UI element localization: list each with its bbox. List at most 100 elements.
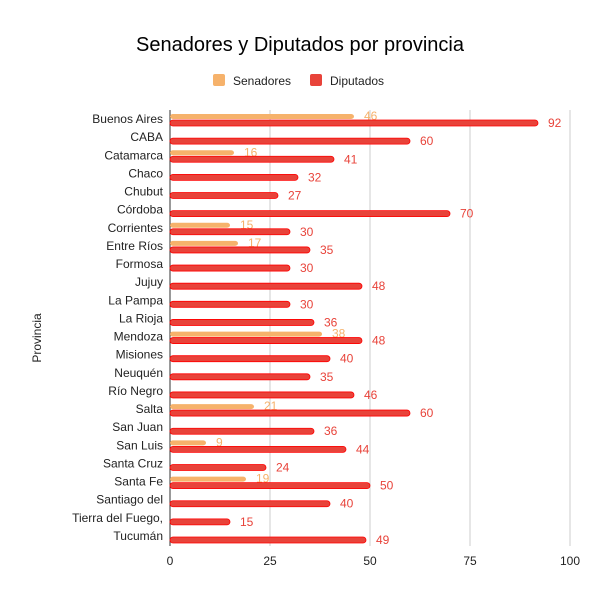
x-tick-label: 100 bbox=[560, 554, 580, 568]
bar-senadores bbox=[170, 476, 246, 482]
data-label-senadores: 9 bbox=[216, 435, 223, 449]
category-label: Tucumán bbox=[113, 529, 163, 543]
category-label: La Pampa bbox=[108, 293, 163, 307]
data-label-diputados: 60 bbox=[420, 134, 434, 148]
bar-senadores bbox=[170, 331, 322, 337]
data-label-diputados: 70 bbox=[460, 207, 474, 221]
data-label-diputados: 30 bbox=[300, 225, 314, 239]
bar-diputados bbox=[169, 210, 451, 218]
x-tick-label: 0 bbox=[167, 554, 174, 568]
bar-diputados bbox=[169, 246, 311, 254]
data-label-senadores: 15 bbox=[240, 218, 254, 232]
category-label: Córdoba bbox=[117, 203, 163, 217]
bar-diputados bbox=[169, 228, 291, 236]
data-label-diputados: 36 bbox=[324, 315, 338, 329]
category-label: Formosa bbox=[116, 257, 164, 271]
category-label: Salta bbox=[136, 402, 164, 416]
data-label-diputados: 30 bbox=[300, 261, 314, 275]
bar-senadores bbox=[170, 240, 238, 246]
x-tick-label: 50 bbox=[363, 554, 377, 568]
data-label-senadores: 19 bbox=[256, 472, 270, 486]
category-label: CABA bbox=[130, 130, 163, 144]
data-label-diputados: 15 bbox=[240, 515, 254, 529]
bar-senadores bbox=[170, 114, 354, 119]
data-label-diputados: 40 bbox=[340, 497, 354, 511]
bar-diputados bbox=[169, 482, 371, 490]
data-label-diputados: 35 bbox=[320, 243, 334, 257]
legend-swatch-senadores bbox=[213, 74, 225, 86]
category-label: Santiago del bbox=[96, 493, 163, 507]
category-label: Catamarca bbox=[104, 148, 163, 162]
category-label: Chubut bbox=[124, 185, 163, 199]
bar-senadores bbox=[170, 440, 206, 446]
bar-diputados bbox=[169, 192, 279, 199]
bar-diputados bbox=[169, 155, 335, 163]
data-label-diputados: 50 bbox=[380, 479, 394, 493]
data-label-diputados: 35 bbox=[320, 370, 334, 384]
bar-diputados bbox=[169, 337, 363, 344]
data-label-senadores: 21 bbox=[264, 399, 278, 413]
category-label: Neuquén bbox=[114, 366, 163, 380]
bar-diputados bbox=[169, 282, 363, 290]
data-label-diputados: 30 bbox=[300, 297, 314, 311]
data-label-diputados: 40 bbox=[340, 352, 354, 366]
bar-senadores bbox=[170, 222, 230, 228]
category-label: San Luis bbox=[116, 438, 163, 452]
bar-diputados bbox=[169, 137, 411, 145]
x-tick-label: 25 bbox=[263, 554, 277, 568]
category-label: Jujuy bbox=[135, 275, 163, 289]
bar-diputados bbox=[169, 355, 331, 363]
data-label-diputados: 41 bbox=[344, 152, 358, 166]
legend: Senadores Diputados bbox=[213, 74, 384, 88]
legend-swatch-diputados bbox=[310, 74, 322, 86]
bar-diputados bbox=[169, 264, 291, 272]
data-label-senadores: 16 bbox=[244, 145, 258, 159]
category-label: Corrientes bbox=[108, 221, 163, 235]
category-label: La Rioja bbox=[119, 311, 163, 325]
category-label: Santa Fe bbox=[114, 475, 163, 489]
category-label: Río Negro bbox=[108, 384, 163, 398]
bar-diputados bbox=[169, 464, 267, 471]
legend-label: Senadores bbox=[233, 74, 291, 88]
bar-diputados bbox=[169, 445, 347, 453]
data-label-diputados: 27 bbox=[288, 189, 302, 203]
x-tick-labels: 0 25 50 75 100 bbox=[167, 554, 581, 568]
category-label: San Juan bbox=[112, 420, 163, 434]
gridlines bbox=[169, 110, 571, 546]
y-axis-label: Provincia bbox=[30, 313, 44, 363]
data-label-diputados: 92 bbox=[548, 116, 562, 130]
data-label-diputados: 24 bbox=[276, 460, 290, 474]
data-label-senadores: 46 bbox=[364, 109, 378, 123]
chart-title: Senadores y Diputados por provincia bbox=[136, 34, 465, 56]
bar-diputados bbox=[169, 500, 331, 508]
bar-diputados bbox=[169, 518, 231, 526]
bar-senadores bbox=[170, 404, 254, 410]
category-labels: Buenos Aires CABA Catamarca Chaco Chubut Córd… bbox=[72, 112, 164, 543]
category-label: Santa Cruz bbox=[103, 456, 163, 470]
bar-diputados bbox=[169, 319, 315, 326]
data-label-diputados: 32 bbox=[308, 170, 322, 184]
bar-diputados bbox=[169, 536, 367, 544]
bar-diputados bbox=[169, 427, 315, 435]
data-label-diputados: 48 bbox=[372, 279, 386, 293]
bar-senadores bbox=[170, 150, 234, 156]
bar-diputados bbox=[169, 409, 411, 417]
bar-diputados bbox=[169, 119, 539, 127]
category-label: Misiones bbox=[116, 348, 163, 362]
data-label-diputados: 36 bbox=[324, 424, 338, 438]
bar-diputados bbox=[169, 373, 311, 381]
bar-diputados bbox=[169, 300, 291, 308]
bar-diputados bbox=[169, 173, 299, 181]
data-label-diputados: 60 bbox=[420, 406, 434, 420]
category-label: Tierra del Fuego, bbox=[72, 511, 163, 525]
category-label: Buenos Aires bbox=[92, 112, 163, 126]
bar-diputados bbox=[169, 391, 355, 399]
category-label: Entre Ríos bbox=[106, 239, 163, 253]
data-label-diputados: 46 bbox=[364, 388, 378, 402]
data-label-diputados: 48 bbox=[372, 334, 386, 348]
data-label-diputados: 49 bbox=[376, 533, 390, 547]
category-label: Mendoza bbox=[114, 330, 164, 344]
category-label: Chaco bbox=[128, 166, 163, 180]
